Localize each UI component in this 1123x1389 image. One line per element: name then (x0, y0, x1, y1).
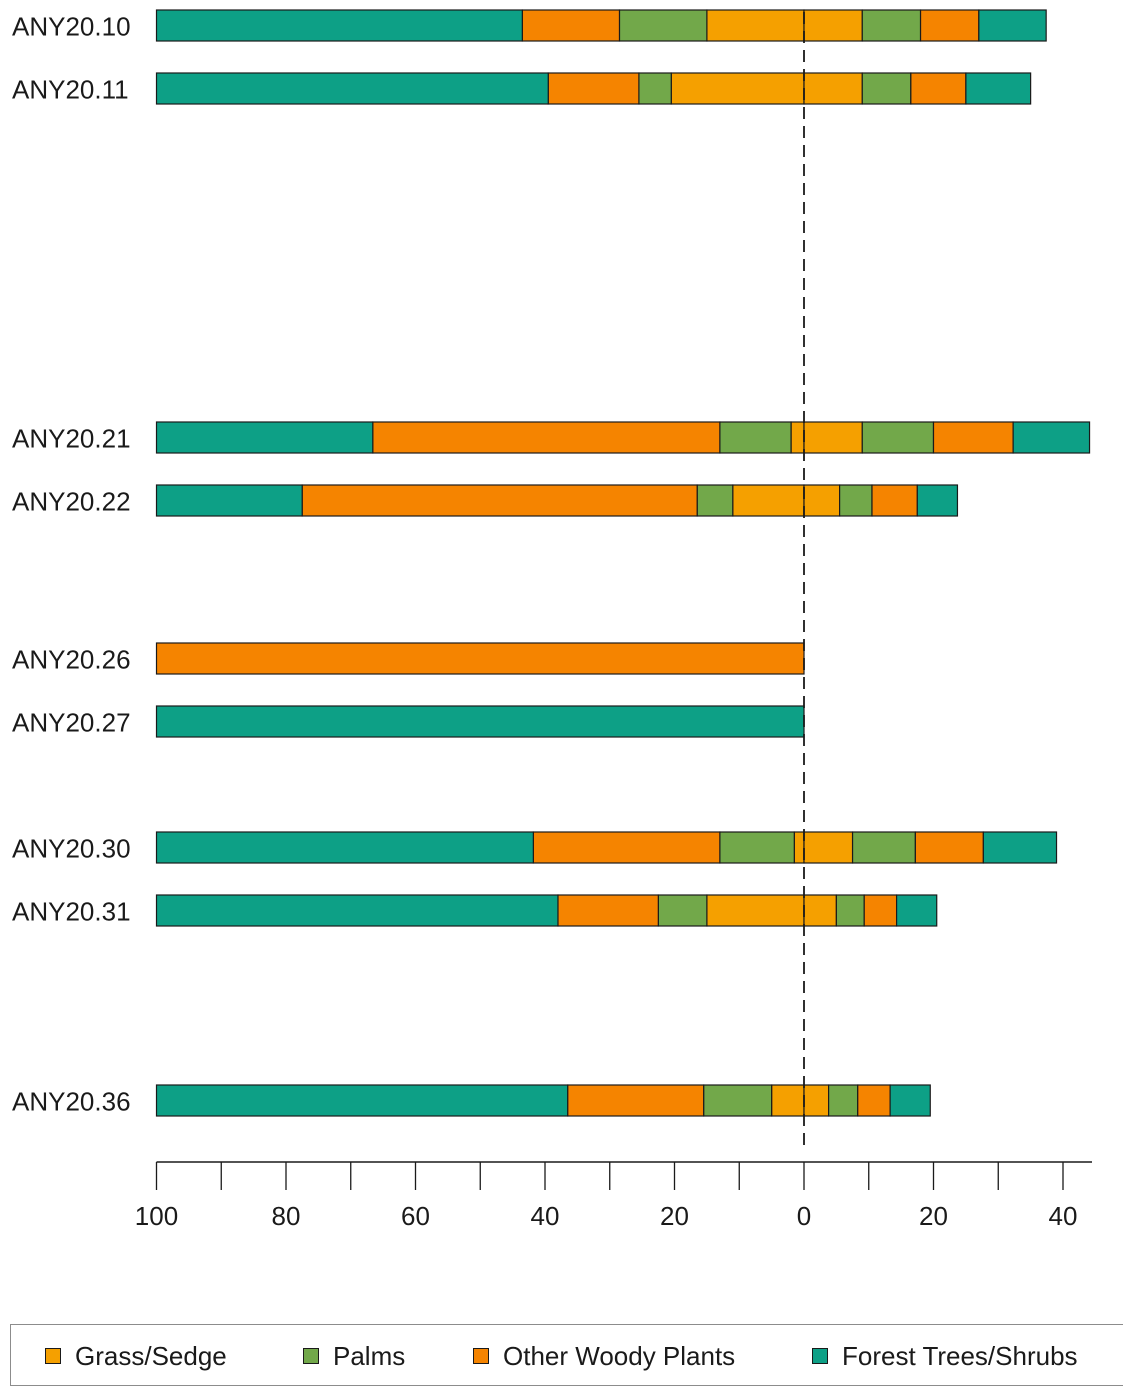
bar-segment (932, 421, 1014, 454)
bar-segment (803, 484, 841, 517)
bar-segment (301, 484, 698, 517)
bar-segment (889, 1084, 931, 1117)
category-labels: ANY20.10 ANY20.11 ANY20.21 ANY20.22 ANY20.26… (12, 12, 131, 1117)
bar-segment (803, 9, 863, 42)
x-tick-label: 0 (797, 1201, 811, 1231)
bar-segment (638, 72, 672, 105)
bar-segment (521, 9, 621, 42)
bar-segment (861, 421, 935, 454)
category-label: ANY20.10 (12, 12, 131, 42)
x-tick-label: 20 (919, 1201, 948, 1231)
bar-segment (618, 9, 708, 42)
bar-segment (978, 9, 1047, 42)
bar-segment (547, 72, 640, 105)
bar-segment (532, 831, 721, 864)
legend-label: Other Woody Plants (503, 1340, 736, 1371)
legend-label: Palms (333, 1340, 406, 1371)
bar-segment (803, 72, 863, 105)
bar-segment (719, 831, 795, 864)
legend-label: Forest Trees/Shrubs (842, 1340, 1078, 1371)
legend-swatch (45, 1348, 61, 1364)
legend-item: Palms (303, 1325, 405, 1387)
bar-segment (696, 484, 734, 517)
x-tick-label: 60 (401, 1201, 430, 1231)
bar-segment (719, 421, 792, 454)
bar-segment (793, 831, 805, 864)
bar-segment (567, 1084, 705, 1117)
bar-segment (863, 894, 898, 927)
bar-segment (982, 831, 1058, 864)
bar-segment (803, 1084, 830, 1117)
bar-segment (835, 894, 865, 927)
category-label: ANY20.36 (12, 1087, 131, 1117)
bar-segment (828, 1084, 859, 1117)
bar-segment (155, 894, 559, 927)
legend-item: Other Woody Plants (473, 1325, 735, 1387)
bar-segment (155, 72, 549, 105)
x-tick-label: 20 (660, 1201, 689, 1231)
legend-swatch (812, 1348, 828, 1364)
category-label: ANY20.26 (12, 645, 131, 675)
category-label: ANY20.31 (12, 897, 131, 927)
bar-segment (851, 831, 916, 864)
legend: Grass/Sedge Palms Other Woody Plants Forest… (10, 1324, 1123, 1386)
category-label: ANY20.11 (12, 75, 129, 105)
bar-segment (372, 421, 721, 454)
x-tick-label: 80 (272, 1201, 301, 1231)
bar-segment (155, 705, 805, 738)
bar-segment (703, 1084, 773, 1117)
bar-segment (706, 894, 805, 927)
bar-segment (657, 894, 708, 927)
bar-segment (919, 9, 980, 42)
bar-segment (861, 9, 922, 42)
bar-segment (670, 72, 805, 105)
category-label: ANY20.22 (12, 487, 131, 517)
bar-segment (790, 421, 805, 454)
bar-segment (914, 831, 984, 864)
x-tick-label: 40 (531, 1201, 560, 1231)
bar-segment (839, 484, 873, 517)
bar-segment (1012, 421, 1091, 454)
bar-segment (732, 484, 805, 517)
legend-swatch (473, 1348, 489, 1364)
bar-segment (155, 831, 534, 864)
bar-segment (771, 1084, 805, 1117)
bar-segment (910, 72, 967, 105)
x-tick-label: 40 (1049, 1201, 1078, 1231)
bar-segment (803, 831, 854, 864)
category-label: ANY20.30 (12, 834, 131, 864)
bar-segments (155, 9, 1091, 1117)
bar-segment (803, 894, 837, 927)
bar-segment (155, 642, 805, 675)
x-tick-label: 100 (135, 1201, 178, 1231)
bar-segment (803, 421, 863, 454)
bar-segment (965, 72, 1032, 105)
bar-segment (155, 9, 523, 42)
bar-segment (857, 1084, 891, 1117)
bar-segment (861, 72, 912, 105)
x-axis: 100 80 60 40 20 0 20 40 (135, 1161, 1092, 1231)
legend-item: Grass/Sedge (45, 1325, 227, 1387)
bar-segment (895, 894, 938, 927)
legend-label: Grass/Sedge (75, 1340, 227, 1371)
legend-swatch (303, 1348, 319, 1364)
bar-segment (557, 894, 659, 927)
bar-segment (155, 1084, 569, 1117)
category-label: ANY20.21 (12, 424, 131, 454)
bar-segment (916, 484, 959, 517)
bar-segment (871, 484, 918, 517)
category-label: ANY20.27 (12, 708, 131, 738)
legend-item: Forest Trees/Shrubs (812, 1325, 1078, 1387)
bar-segment (155, 421, 374, 454)
bar-segment (706, 9, 805, 42)
bar-segment (155, 484, 303, 517)
